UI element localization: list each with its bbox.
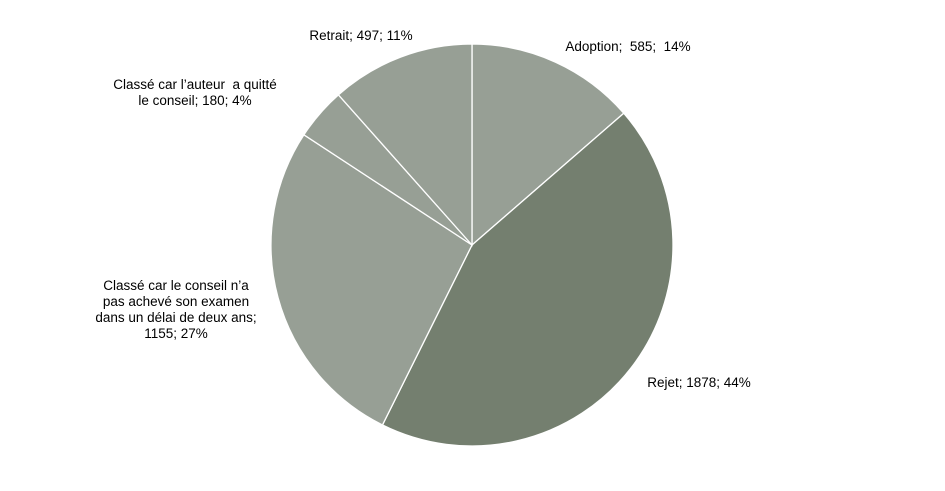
pie-slice-2 <box>270 133 473 426</box>
pie-label-line: Retrait; 497; 11% <box>309 28 412 43</box>
pie-label-line: Adoption; 585; 14% <box>565 39 690 54</box>
pie-slice-4 <box>337 43 473 247</box>
pie-label-2: Classé car le conseil n’a pas achevé son … <box>95 278 256 341</box>
pie-slice-0 <box>471 43 625 247</box>
pie-labels: Adoption; 585; 14% Rejet; 1878; 44% Classé… <box>95 28 750 390</box>
pie-label-line: Classé car l’auteur a quitté <box>113 77 277 92</box>
pie-label-line: le conseil; 180; 4% <box>138 93 251 108</box>
pie-label-line: pas achevé son examen <box>103 294 249 309</box>
pie-label-line: Classé car le conseil n’a <box>103 278 249 293</box>
pie-label-3: Classé car l’auteur a quitté le conseil; … <box>113 77 277 108</box>
pie-label-1: Rejet; 1878; 44% <box>647 375 751 390</box>
pie-label-line: Rejet; 1878; 44% <box>647 375 751 390</box>
pie-label-line: 1155; 27% <box>144 326 208 341</box>
pie-label-0: Adoption; 585; 14% <box>565 39 690 54</box>
pie-slices <box>270 43 674 447</box>
pie-slice-1 <box>381 112 674 447</box>
pie-label-4: Retrait; 497; 11% <box>309 28 412 43</box>
pie-label-line: dans un délai de deux ans; <box>95 310 256 325</box>
